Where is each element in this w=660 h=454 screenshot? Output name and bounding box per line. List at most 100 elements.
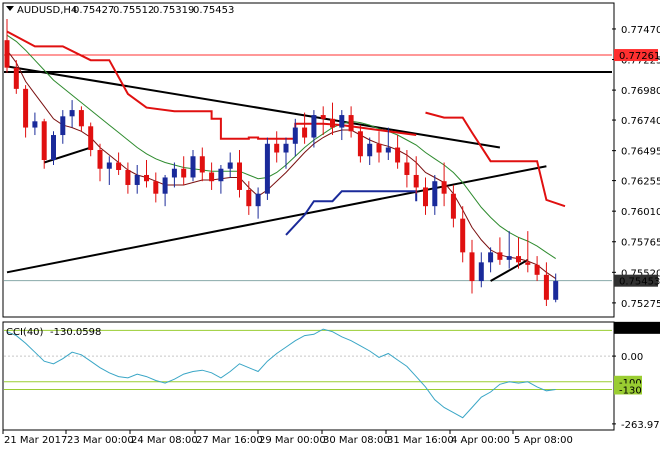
candle-body	[13, 67, 19, 89]
candle-body	[348, 115, 354, 132]
price-axis: 0.774700.772250.769800.767400.764950.762…	[612, 25, 660, 310]
candle-body	[302, 127, 308, 138]
candle-body	[423, 187, 428, 207]
close-value: 0.75453	[193, 5, 234, 16]
candle-body	[23, 88, 29, 128]
candle-body	[274, 143, 280, 153]
candle-body	[116, 162, 122, 170]
candle-body	[525, 262, 531, 265]
cci-title: CCI(40)	[6, 327, 44, 338]
cci-axis: 110.0589 0.00 -100-130 -263.9767	[612, 321, 660, 431]
candle-body	[404, 162, 410, 175]
candle-body	[237, 162, 242, 190]
price-tick-label: 0.76495	[621, 147, 660, 158]
candle-body	[60, 116, 66, 136]
horizontal-lines	[4, 54, 612, 282]
candle-body	[330, 118, 335, 128]
cci-line	[6, 328, 556, 419]
candle-body	[450, 193, 456, 219]
low-value: 0.75319	[153, 5, 194, 16]
price-tick-label: 0.76255	[621, 177, 660, 188]
cci-level-label: -100	[619, 378, 642, 389]
candle-body	[144, 174, 149, 182]
candle-body	[209, 172, 215, 182]
time-tick-label: 30 Mar 08:00	[323, 435, 390, 446]
candle-body	[51, 135, 56, 160]
price-tick-label: 0.76010	[621, 207, 660, 218]
time-tick-label: 31 Mar 16:00	[387, 435, 454, 446]
candle-body	[497, 252, 503, 260]
candle-body	[283, 143, 289, 153]
candle-body	[413, 174, 419, 188]
candle-body	[534, 264, 540, 275]
candle-body	[255, 193, 261, 207]
current-price-badge	[614, 274, 658, 287]
symbol-timeframe: AUDUSD,H4	[17, 5, 77, 16]
price-tick-label: 0.76980	[621, 86, 660, 97]
price-tick-label: 0.75520	[621, 268, 660, 279]
candle-body	[469, 252, 475, 282]
candle-body	[292, 127, 298, 144]
candle-body	[88, 126, 94, 151]
candle-body	[357, 131, 363, 157]
candle-body	[227, 162, 233, 169]
candle-body	[153, 181, 159, 194]
ma-slow-line	[6, 34, 556, 260]
price-tick-label: 0.75275	[621, 299, 660, 310]
candle-body	[125, 169, 131, 185]
candle-body	[4, 40, 10, 68]
candle-body	[488, 252, 494, 263]
candle-body	[441, 181, 447, 194]
candle-body	[78, 110, 84, 127]
time-tick-label: 4 Apr 00:00	[451, 435, 510, 446]
time-tick-label: 23 Mar 00:00	[67, 435, 134, 446]
cci-level-badge	[614, 383, 642, 395]
cci-current-value: -130.0598	[50, 327, 101, 338]
candle-body	[376, 143, 382, 153]
time-tick-label: 29 Mar 00:00	[259, 435, 326, 446]
trendline-3	[490, 258, 529, 282]
cci-layer	[4, 328, 612, 419]
candle-body	[478, 262, 484, 282]
candle-body	[69, 110, 75, 117]
price-tick-label: 0.77470	[621, 25, 660, 36]
candle-body	[264, 143, 270, 194]
red-line-price-badge	[614, 49, 658, 62]
candle-body	[553, 281, 559, 300]
candle-body	[311, 115, 317, 138]
candle-body	[106, 162, 112, 169]
cci-level-label: -130	[619, 385, 642, 396]
cci-max-label: 110.0589	[617, 324, 660, 335]
cci-tick-label: 0.00	[621, 352, 643, 363]
candle-body	[162, 177, 168, 194]
candle-body	[171, 168, 177, 178]
time-tick-label: 24 Mar 08:00	[131, 435, 198, 446]
price-tick-label: 0.76740	[621, 116, 660, 127]
high-value: 0.75512	[113, 5, 154, 16]
price-tick-label: 0.75765	[621, 238, 660, 249]
candle-body	[218, 168, 224, 182]
candle-body	[246, 189, 252, 207]
candle-body	[41, 121, 47, 160]
candle-body	[181, 168, 187, 178]
collapse-arrow-icon[interactable]	[6, 6, 14, 11]
time-tick-label: 27 Mar 16:00	[196, 435, 263, 446]
trendline-0	[6, 65, 501, 149]
candle-body	[190, 156, 196, 178]
kijun-blue-line	[285, 190, 418, 236]
red-line-price-label: 0.77261	[619, 51, 660, 62]
candles-layer	[4, 18, 559, 307]
trendline-1	[6, 165, 547, 274]
candle-body	[506, 256, 512, 260]
cci-max-badge	[614, 321, 660, 334]
price-panel-frame	[2, 2, 615, 318]
candle-body	[32, 121, 38, 128]
candle-body	[460, 218, 466, 253]
cci-tick-label: -263.9767	[621, 420, 660, 431]
open-value: 0.75427	[73, 5, 114, 16]
candle-body	[134, 174, 140, 185]
candle-body	[367, 143, 373, 157]
